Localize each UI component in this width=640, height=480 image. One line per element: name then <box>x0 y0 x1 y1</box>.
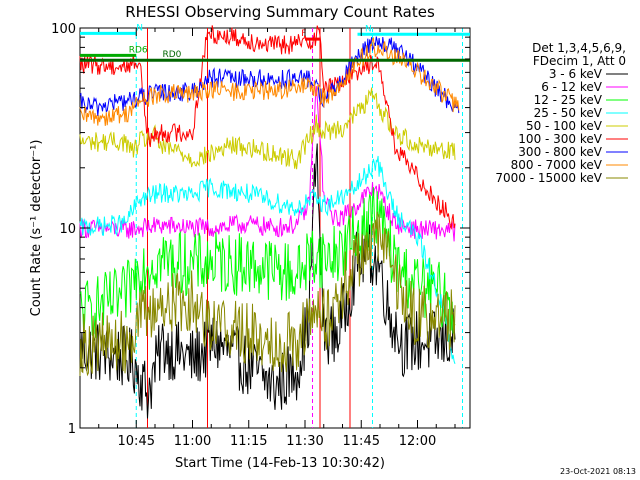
series-line <box>79 36 460 126</box>
series-line <box>79 187 456 338</box>
legend-entry-label: 300 - 800 keV <box>518 145 602 159</box>
series-line <box>79 155 456 364</box>
x-tick-label: 12:00 <box>399 434 436 449</box>
series-line <box>79 86 456 242</box>
legend-entry-label: 100 - 300 keV <box>518 132 602 146</box>
x-tick-label: 10:45 <box>118 434 155 449</box>
legend-header-line: FDecim 1, Att 0 <box>533 54 626 68</box>
legend-entry-label: 25 - 50 keV <box>534 106 603 120</box>
series-line <box>79 143 456 419</box>
state-bar-label: F <box>301 29 306 39</box>
y-axis-title: Count Rate (s⁻¹ detector⁻¹) <box>29 140 44 317</box>
y-axis: 1 10 100 <box>51 22 470 437</box>
x-tick-label: 11:15 <box>230 434 267 449</box>
y-tick-label: 10 <box>59 222 76 237</box>
state-bars: N RD6 RD0 F N <box>80 23 470 62</box>
state-bar-label: RD6 <box>129 45 148 55</box>
legend: Det 1,3,4,5,6,9,FDecim 1, Att 03 - 6 keV… <box>495 41 628 185</box>
series-line <box>79 211 456 377</box>
legend-entry-label: 3 - 6 keV <box>549 67 603 81</box>
x-tick-label: 11:45 <box>343 434 380 449</box>
state-bar-label: RD0 <box>163 50 182 60</box>
x-tick-label: 11:00 <box>174 434 211 449</box>
y-tick-label: 1 <box>68 422 76 437</box>
chart-title: RHESSI Observing Summary Count Rates <box>125 3 435 21</box>
series-lines <box>79 25 460 419</box>
state-bar-label: N <box>136 23 143 33</box>
legend-entry-label: 800 - 7000 keV <box>511 158 603 172</box>
state-bar-label: N <box>365 24 372 34</box>
y-tick-label: 100 <box>51 22 76 37</box>
legend-entry-label: 7000 - 15000 keV <box>495 171 602 185</box>
legend-entry-label: 6 - 12 keV <box>541 80 603 94</box>
plot-area: N RD6 RD0 F N <box>79 23 471 429</box>
legend-header-line: Det 1,3,4,5,6,9, <box>532 41 626 55</box>
x-axis: 10:45 11:00 11:15 11:30 11:45 12:00 <box>79 28 456 449</box>
footer-timestamp: 23-Oct-2021 08:13 <box>560 467 636 476</box>
legend-entry-label: 12 - 25 keV <box>534 93 603 107</box>
x-axis-title: Start Time (14-Feb-13 10:30:42) <box>175 456 385 471</box>
legend-entry-label: 50 - 100 keV <box>526 119 603 133</box>
x-tick-label: 11:30 <box>286 434 323 449</box>
